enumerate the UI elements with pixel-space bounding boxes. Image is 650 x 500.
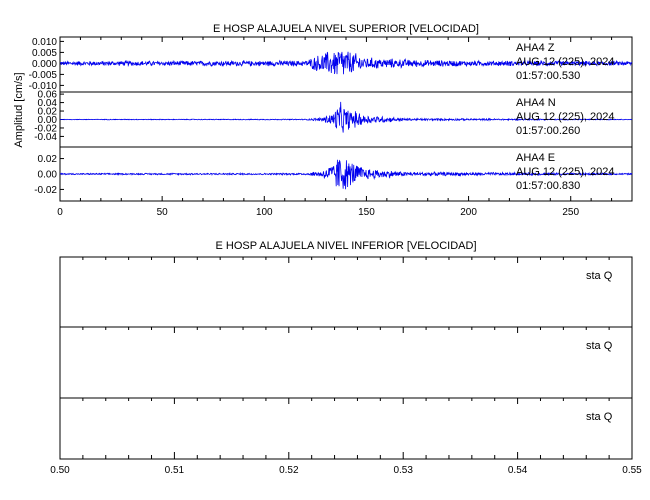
x-tick-label: 100 — [256, 207, 273, 218]
station-label: sta Q — [586, 270, 613, 282]
y-tick-label: -0.04 — [34, 132, 57, 143]
station-label: AHA4 N — [516, 97, 556, 109]
upper-chart: E HOSP ALAJUELA NIVEL SUPERIOR [VELOCIDA… — [13, 23, 633, 218]
upper-panel-e: 0.02 0.00 -0.02 AHA4 E AUG 12 (225), 2024 01:… — [34, 146, 633, 196]
x-tick-label: 0.52 — [279, 465, 299, 476]
y-tick-label: 0.04 — [38, 98, 58, 109]
x-tick-label: 0.50 — [50, 465, 70, 476]
upper-y-axis-label: Amplitud [cm/s] — [13, 72, 25, 147]
station-label: sta Q — [586, 411, 613, 423]
waveform-trace-z — [59, 51, 633, 75]
x-tick-label: 0.51 — [165, 465, 185, 476]
x-tick-label: 0.53 — [393, 465, 413, 476]
y-tick-label: 0.02 — [38, 154, 58, 165]
station-label: AHA4 E — [516, 152, 555, 164]
x-tick-label: 50 — [157, 207, 169, 218]
y-tick-label: 0.000 — [32, 59, 57, 70]
y-tick-label: 0.010 — [32, 37, 57, 48]
lower-panels: sta Q sta Q sta Q — [59, 257, 633, 423]
lower-x-axis: 0.50 0.51 0.52 0.53 0.54 0.55 — [50, 257, 642, 476]
station-label: sta Q — [586, 340, 613, 352]
lower-plot-frame — [59, 256, 633, 460]
x-tick-label: 0.54 — [508, 465, 528, 476]
y-tick-label: 0.005 — [32, 48, 57, 59]
y-tick-label: -0.005 — [29, 70, 58, 81]
y-tick-label: -0.010 — [29, 81, 58, 92]
lower-chart: E HOSP ALAJUELA NIVEL INFERIOR [VELOCIDA… — [50, 240, 642, 476]
station-label: AHA4 Z — [516, 42, 555, 54]
y-tick-label: 0.06 — [38, 90, 58, 101]
lower-panel-1: sta Q — [59, 257, 633, 282]
lower-panel-2: sta Q — [59, 326, 633, 352]
time-label: 01:57:00.530 — [516, 70, 580, 82]
x-tick-label: 0 — [57, 207, 63, 218]
lower-panel-3: sta Q — [59, 397, 633, 423]
x-tick-label: 250 — [562, 207, 579, 218]
upper-chart-title: E HOSP ALAJUELA NIVEL SUPERIOR [VELOCIDA… — [213, 23, 479, 35]
y-tick-label: 0.02 — [38, 107, 58, 118]
upper-panel-n: 0.060.040.020.00-0.02-0.04 AHA4 N AUG 12 (… — [34, 90, 633, 143]
x-tick-label: 200 — [460, 207, 477, 218]
lower-chart-title: E HOSP ALAJUELA NIVEL INFERIOR [VELOCIDA… — [215, 240, 476, 252]
date-label: AUG 12 (225), 2024 — [516, 56, 614, 68]
upper-x-axis: 0 50 100 150 200 250 — [57, 37, 613, 218]
date-label: AUG 12 (225), 2024 — [516, 111, 614, 123]
y-tick-label: 0.00 — [38, 170, 58, 181]
x-tick-label: 0.55 — [622, 465, 642, 476]
y-tick-label: -0.02 — [34, 185, 57, 196]
date-label: AUG 12 (225), 2024 — [516, 166, 614, 178]
waveform-trace-n — [59, 101, 633, 133]
x-tick-label: 150 — [358, 207, 375, 218]
time-label: 01:57:00.830 — [516, 180, 580, 192]
y-tick-label: -0.02 — [34, 123, 57, 134]
time-label: 01:57:00.260 — [516, 125, 580, 137]
y-tick-label: 0.00 — [38, 115, 58, 126]
waveform-trace-e — [59, 159, 633, 190]
